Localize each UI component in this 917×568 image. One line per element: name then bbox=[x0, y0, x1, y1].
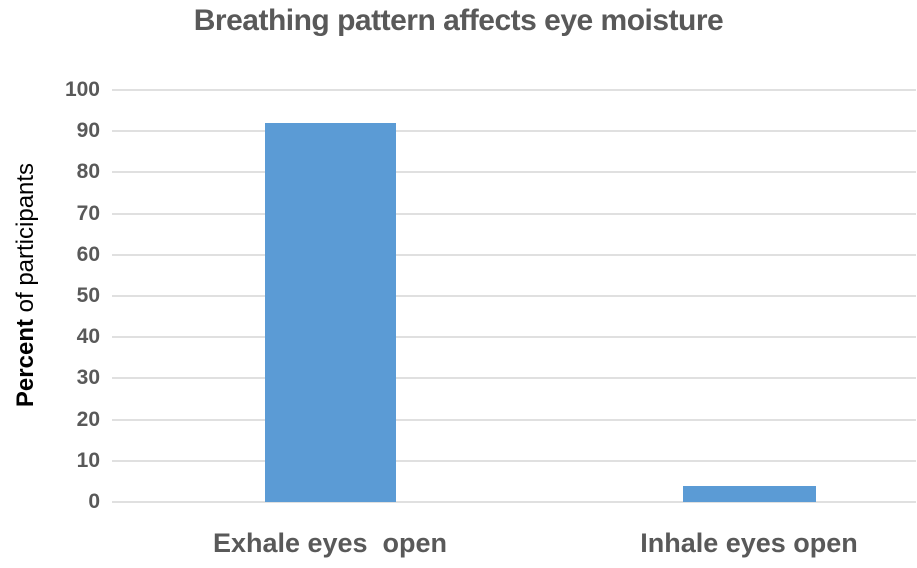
y-axis-title-bold: Percent bbox=[12, 319, 39, 408]
gridline-10 bbox=[112, 459, 916, 462]
y-tick-label-30: 30 bbox=[76, 366, 100, 390]
gridline-80 bbox=[112, 171, 916, 174]
gridline-70 bbox=[112, 212, 916, 215]
gridline-40 bbox=[112, 336, 916, 339]
gridline-30 bbox=[112, 377, 916, 380]
chart-title: Breathing pattern affects eye moisture bbox=[193, 4, 724, 37]
y-tick-label-100: 100 bbox=[64, 78, 100, 101]
x-category-label-exhale: Exhale eyes open bbox=[212, 528, 448, 558]
gridline-100 bbox=[112, 89, 916, 91]
y-tick-label-10: 10 bbox=[76, 448, 100, 472]
gridline-60 bbox=[112, 253, 916, 256]
gridline-50 bbox=[112, 295, 916, 297]
y-axis-title: Percent of participants bbox=[12, 163, 40, 407]
bar-exhale-eyes-open bbox=[264, 122, 396, 502]
gridline-20 bbox=[112, 418, 916, 421]
bar-inhale-eyes-open bbox=[682, 485, 816, 502]
y-tick-label-70: 70 bbox=[76, 201, 100, 225]
y-tick-label-40: 40 bbox=[76, 325, 100, 349]
y-tick-label-20: 20 bbox=[76, 407, 100, 431]
y-tick-label-80: 80 bbox=[76, 160, 100, 184]
y-axis-title-regular: of participants bbox=[12, 162, 39, 320]
plot-area bbox=[112, 89, 916, 503]
gridline-90 bbox=[112, 130, 916, 133]
y-tick-label-90: 90 bbox=[76, 119, 100, 143]
x-category-label-inhale: Inhale eyes open bbox=[640, 528, 858, 558]
y-tick-label-60: 60 bbox=[76, 242, 100, 266]
y-tick-label-0: 0 bbox=[88, 490, 100, 513]
gridline-0 bbox=[112, 501, 916, 503]
y-tick-label-50: 50 bbox=[76, 284, 100, 307]
